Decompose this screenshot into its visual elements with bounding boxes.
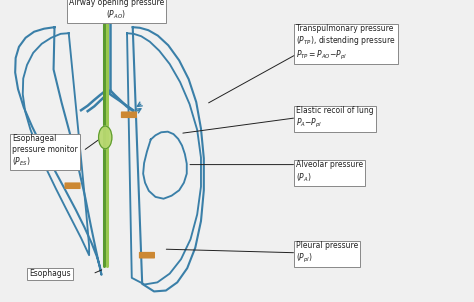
Text: Esophageal
pressure monitor
$(P_{ES})$: Esophageal pressure monitor $(P_{ES})$ <box>12 134 78 168</box>
FancyBboxPatch shape <box>64 182 81 189</box>
Text: Elastic recoil of lung
$P_A$$-$$P_{pl}$: Elastic recoil of lung $P_A$$-$$P_{pl}$ <box>296 106 374 130</box>
Text: Airway opening pressure
$(P_{AO})$: Airway opening pressure $(P_{AO})$ <box>69 0 164 21</box>
Text: Pleural pressure
$(P_{pl})$: Pleural pressure $(P_{pl})$ <box>296 241 358 265</box>
Text: Transpulmonary pressure
$(P_{TP})$, distending pressure
$P_{TP}$$=$$P_{AO}$$-$$P: Transpulmonary pressure $(P_{TP})$, dist… <box>296 24 396 62</box>
Text: Esophagus: Esophagus <box>29 269 71 278</box>
FancyBboxPatch shape <box>121 111 137 118</box>
Ellipse shape <box>99 126 112 149</box>
FancyBboxPatch shape <box>139 252 155 259</box>
Text: Alveolar pressure
$(P_A)$: Alveolar pressure $(P_A)$ <box>296 160 364 184</box>
